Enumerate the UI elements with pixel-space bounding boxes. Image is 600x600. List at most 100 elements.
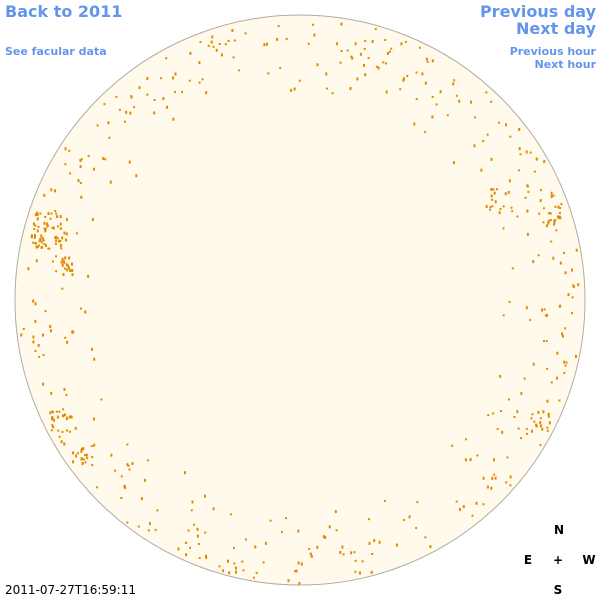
facula <box>262 561 265 564</box>
facula <box>541 308 543 312</box>
facula <box>20 333 23 337</box>
facula <box>109 180 112 184</box>
facula <box>43 221 46 225</box>
facula <box>55 410 58 413</box>
facula <box>462 505 465 509</box>
facula <box>496 428 499 431</box>
facula <box>385 90 388 94</box>
previous-hour-link[interactable]: Previous hour <box>510 45 597 58</box>
facula <box>183 471 186 475</box>
facula <box>507 190 510 194</box>
facula <box>49 325 52 328</box>
facula <box>33 222 35 226</box>
facula <box>395 543 398 547</box>
facula <box>193 523 196 526</box>
facular-link[interactable]: See facular data <box>5 45 107 58</box>
facula <box>575 248 578 252</box>
facula <box>493 473 496 476</box>
facula <box>40 246 43 249</box>
facula <box>100 398 103 401</box>
facula <box>523 377 526 380</box>
facula <box>85 453 88 457</box>
facula <box>384 39 387 41</box>
facula <box>476 454 479 457</box>
facula <box>33 228 36 230</box>
facula <box>68 149 71 152</box>
facula <box>47 212 50 216</box>
facula <box>508 300 511 303</box>
facula <box>104 158 107 161</box>
facula <box>535 157 538 160</box>
facula <box>563 371 566 374</box>
facula <box>34 213 37 217</box>
facula <box>293 87 296 91</box>
next-day-link[interactable]: Next day <box>516 19 597 38</box>
facula <box>446 114 449 117</box>
facula <box>533 420 536 423</box>
facula <box>34 350 37 352</box>
facula <box>547 219 550 223</box>
facula <box>290 88 293 92</box>
facula <box>502 314 505 317</box>
facula <box>482 476 485 480</box>
facula <box>55 255 58 258</box>
facula <box>40 234 43 238</box>
facula <box>277 25 280 28</box>
facula <box>207 44 210 47</box>
facula <box>276 37 279 41</box>
facula <box>80 449 83 453</box>
facula <box>102 157 105 160</box>
facula <box>539 199 542 203</box>
facula <box>525 427 528 430</box>
facula <box>545 340 548 343</box>
facula <box>350 55 353 58</box>
facula <box>577 283 580 287</box>
facula <box>224 43 227 46</box>
facula <box>452 82 455 86</box>
facula <box>54 210 57 212</box>
facula <box>50 329 52 333</box>
facula <box>473 144 476 148</box>
facula <box>63 267 66 270</box>
back-link[interactable]: Back to 2011 <box>5 2 122 21</box>
facula <box>480 168 483 172</box>
facula <box>220 53 223 57</box>
next-hour-link[interactable]: Next hour <box>535 58 597 71</box>
facula <box>199 41 202 44</box>
facula <box>525 306 528 310</box>
facula <box>196 527 199 531</box>
facula <box>543 340 545 343</box>
facula <box>368 518 370 521</box>
facula <box>354 570 357 573</box>
facula <box>385 62 387 65</box>
facula <box>486 133 489 136</box>
facula <box>552 256 555 260</box>
facula <box>162 97 165 101</box>
facula <box>146 459 149 462</box>
facula <box>539 417 542 420</box>
facula <box>371 553 374 555</box>
facula <box>135 174 138 178</box>
facula <box>294 570 296 573</box>
facula <box>364 40 367 43</box>
facula <box>235 570 237 574</box>
facula <box>215 48 218 52</box>
facula <box>297 529 300 533</box>
facula <box>118 108 121 111</box>
facula <box>67 264 70 267</box>
facula <box>54 243 57 245</box>
facula <box>63 442 66 446</box>
facula <box>66 418 68 421</box>
compass-north: N <box>554 523 564 537</box>
facula <box>505 481 508 484</box>
facula <box>334 510 337 513</box>
facula <box>535 424 538 428</box>
facula <box>35 259 38 263</box>
facula <box>402 78 405 82</box>
facula <box>538 212 541 215</box>
facula <box>140 497 143 501</box>
previous-day-link[interactable]: Previous day <box>480 2 597 21</box>
facula <box>70 269 73 272</box>
facula <box>557 205 560 209</box>
